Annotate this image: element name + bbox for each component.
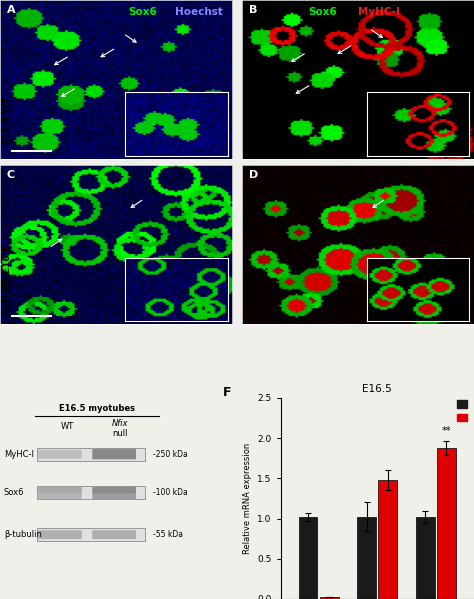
Text: F: F — [222, 386, 231, 399]
Bar — [37, 528, 145, 541]
Bar — [416, 517, 435, 599]
FancyBboxPatch shape — [92, 494, 136, 499]
Text: A: A — [7, 5, 16, 15]
Text: null: null — [3, 294, 11, 317]
Bar — [320, 597, 338, 599]
FancyBboxPatch shape — [38, 450, 82, 459]
Title: E16.5: E16.5 — [363, 385, 392, 394]
Bar — [357, 517, 376, 599]
Text: Sox6: Sox6 — [308, 7, 337, 17]
Bar — [378, 480, 397, 599]
FancyBboxPatch shape — [92, 449, 136, 459]
Text: -55 kDa: -55 kDa — [153, 530, 183, 539]
Text: null: null — [112, 429, 128, 438]
Text: WT: WT — [61, 422, 74, 431]
FancyBboxPatch shape — [38, 487, 82, 494]
FancyBboxPatch shape — [38, 530, 82, 539]
Text: **: ** — [442, 426, 451, 435]
Text: Hoechst: Hoechst — [175, 7, 223, 17]
Text: -100 kDa: -100 kDa — [153, 488, 188, 497]
Text: Sox6: Sox6 — [128, 7, 156, 17]
Text: -250 kDa: -250 kDa — [153, 450, 188, 459]
FancyBboxPatch shape — [38, 494, 82, 499]
Text: Nfix: Nfix — [3, 271, 11, 292]
Legend: WT, $\it{Nfix}$ null: WT, $\it{Nfix}$ null — [455, 398, 474, 424]
Y-axis label: Relative mRNA expression: Relative mRNA expression — [243, 443, 252, 554]
Bar — [299, 517, 318, 599]
Bar — [437, 448, 456, 599]
Text: Nfix: Nfix — [112, 419, 128, 428]
Text: C: C — [7, 170, 15, 180]
Text: MyHC-I: MyHC-I — [4, 450, 34, 459]
Text: E16.5 WT: E16.5 WT — [3, 96, 11, 144]
Text: B: B — [249, 5, 257, 15]
FancyBboxPatch shape — [92, 487, 136, 494]
Bar — [37, 486, 145, 499]
Bar — [37, 447, 145, 461]
FancyBboxPatch shape — [92, 530, 136, 539]
Text: E16.5: E16.5 — [3, 242, 11, 273]
Text: β-tubulin: β-tubulin — [4, 530, 42, 539]
Text: Sox6: Sox6 — [4, 488, 24, 497]
Text: E16.5 myotubes: E16.5 myotubes — [59, 404, 135, 413]
Text: D: D — [249, 170, 258, 180]
Text: MyHC-I: MyHC-I — [358, 7, 400, 17]
